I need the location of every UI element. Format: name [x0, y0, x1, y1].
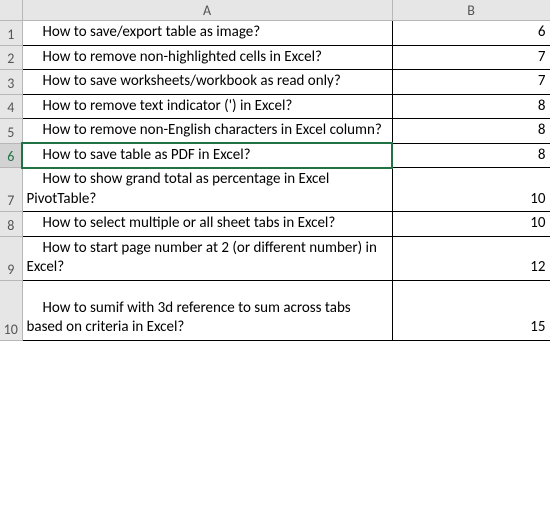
row-header-2[interactable]: 2 — [0, 45, 22, 70]
row-header-5[interactable]: 5 — [0, 119, 22, 144]
column-header-A[interactable]: A — [22, 0, 392, 21]
cell-B6[interactable]: 8 — [392, 143, 550, 168]
row-header-7[interactable]: 7 — [0, 168, 22, 212]
column-header-row: A B — [0, 0, 550, 21]
row-7: 7 How to show grand total as percentage … — [0, 168, 550, 212]
cell-A5-text: How to remove non-English characters in … — [43, 121, 382, 139]
cell-B4[interactable]: 8 — [392, 94, 550, 119]
row-10: 10 How to sumif with 3d reference to sum… — [0, 280, 550, 340]
cell-A4-text: How to remove text indicator (') in Exce… — [43, 97, 293, 115]
row-9: 9 How to start page number at 2 (or diff… — [0, 236, 550, 280]
spreadsheet-grid[interactable]: A B 1 How to save/export table as image?… — [0, 0, 550, 514]
cell-A3-text: How to save worksheets/workbook as read … — [43, 72, 341, 90]
cell-B10[interactable]: 15 — [392, 280, 550, 340]
row-2: 2 How to remove non-highlighted cells in… — [0, 45, 550, 70]
cell-A8[interactable]: How to select multiple or all sheet tabs… — [22, 212, 392, 237]
row-header-4[interactable]: 4 — [0, 94, 22, 119]
row-header-8[interactable]: 8 — [0, 212, 22, 237]
row-header-1[interactable]: 1 — [0, 21, 22, 46]
row-4: 4 How to remove text indicator (') in Ex… — [0, 94, 550, 119]
cell-B5[interactable]: 8 — [392, 119, 550, 144]
cell-B1[interactable]: 6 — [392, 21, 550, 46]
cell-B7[interactable]: 10 — [392, 168, 550, 212]
cell-A10-text: How to sumif with 3d reference to sum ac… — [27, 299, 351, 337]
cell-A6[interactable]: How to save table as PDF in Excel? — [22, 143, 392, 168]
cell-A1[interactable]: How to save/export table as image? — [22, 21, 392, 46]
cell-A4[interactable]: How to remove text indicator (') in Exce… — [22, 94, 392, 119]
cell-A9-text: How to start page number at 2 (or differ… — [27, 239, 377, 277]
row-header-10[interactable]: 10 — [0, 280, 22, 340]
row-1: 1 How to save/export table as image? 6 — [0, 21, 550, 46]
grid-table: A B 1 How to save/export table as image?… — [0, 0, 550, 341]
cell-A1-text: How to save/export table as image? — [43, 23, 261, 41]
row-header-6[interactable]: 6 — [0, 143, 22, 168]
cell-B2[interactable]: 7 — [392, 45, 550, 70]
cell-A7-text: How to show grand total as percentage in… — [27, 170, 330, 208]
cell-A10[interactable]: How to sumif with 3d reference to sum ac… — [22, 280, 392, 340]
row-5: 5 How to remove non-English characters i… — [0, 119, 550, 144]
cell-A6-text: How to save table as PDF in Excel? — [43, 146, 251, 164]
row-header-9[interactable]: 9 — [0, 236, 22, 280]
cell-A7[interactable]: How to show grand total as percentage in… — [22, 168, 392, 212]
row-6: 6 How to save table as PDF in Excel? 8 — [0, 143, 550, 168]
cell-A9[interactable]: How to start page number at 2 (or differ… — [22, 236, 392, 280]
column-header-B[interactable]: B — [392, 0, 550, 21]
select-all-corner[interactable] — [0, 0, 22, 21]
cell-B8[interactable]: 10 — [392, 212, 550, 237]
cell-A8-text: How to select multiple or all sheet tabs… — [43, 214, 336, 232]
cell-A3[interactable]: How to save worksheets/workbook as read … — [22, 70, 392, 95]
row-8: 8 How to select multiple or all sheet ta… — [0, 212, 550, 237]
cell-A2-text: How to remove non-highlighted cells in E… — [43, 48, 322, 66]
cell-B9[interactable]: 12 — [392, 236, 550, 280]
row-header-3[interactable]: 3 — [0, 70, 22, 95]
cell-A5[interactable]: How to remove non-English characters in … — [22, 119, 392, 144]
cell-A2[interactable]: How to remove non-highlighted cells in E… — [22, 45, 392, 70]
cell-B3[interactable]: 7 — [392, 70, 550, 95]
row-3: 3 How to save worksheets/workbook as rea… — [0, 70, 550, 95]
